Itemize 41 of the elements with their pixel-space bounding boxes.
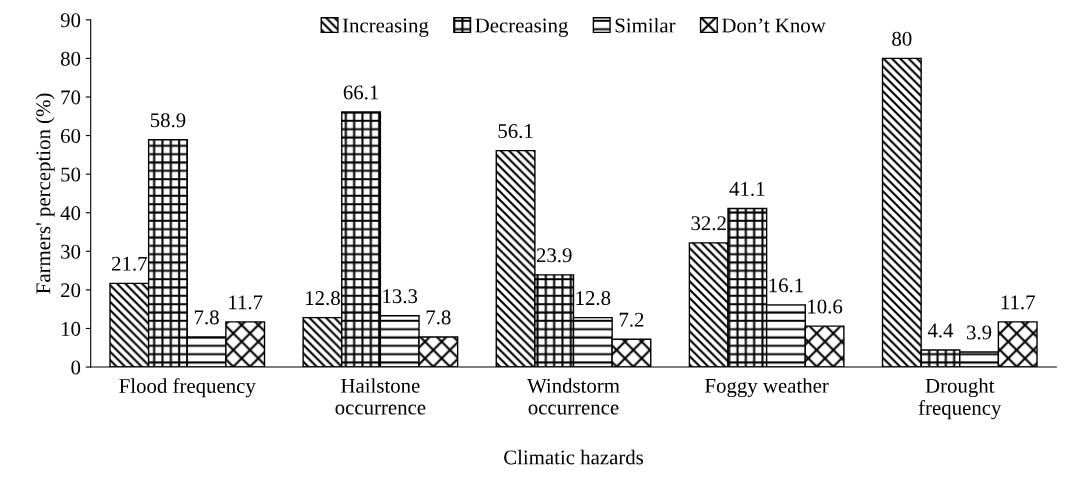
y-tick-label: 30: [61, 244, 81, 259]
data-label: 4.4: [927, 323, 954, 338]
data-label: 58.9: [150, 113, 186, 128]
y-tick-label: 20: [61, 283, 81, 298]
data-label: 13.3: [383, 289, 418, 304]
x-axis-title: Climatic hazards: [504, 449, 644, 465]
data-label: 12.8: [306, 291, 340, 306]
data-label: 11.7: [1001, 295, 1035, 310]
data-label: 16.1: [769, 278, 803, 293]
y-axis-title: Farmers' perception (%): [35, 93, 55, 294]
y-tick-label: 90: [60, 13, 81, 28]
data-label: 12.8: [576, 291, 611, 306]
data-label: 56.1: [498, 124, 533, 139]
x-tick-label: Flood frequency: [119, 378, 256, 398]
data-label: 10.6: [808, 299, 843, 314]
data-label: 32.2: [691, 216, 726, 231]
x-tick-label: Drought frequency: [918, 378, 1002, 420]
x-tick-label: Foggy weather: [705, 378, 829, 398]
data-label: 41.1: [729, 181, 765, 197]
data-label: 3.9: [967, 325, 992, 340]
data-label: 23.9: [536, 248, 572, 263]
y-tick-label: 10: [61, 321, 81, 336]
data-label: 80: [892, 31, 912, 46]
data-label: 21.7: [112, 256, 147, 271]
y-tick-label: 70: [61, 90, 81, 105]
x-tick-label: Windstorm occurrence: [527, 378, 620, 415]
legend-label: Similar: [615, 17, 676, 33]
y-tick-label: 0: [71, 360, 81, 375]
data-label: 7.2: [619, 312, 644, 327]
y-tick-label: 40: [60, 206, 81, 221]
y-tick-label: 80: [60, 51, 81, 66]
x-tick-label: Hailstone occurrence: [335, 378, 426, 415]
data-label: 7.8: [194, 310, 219, 325]
legend-label: Don’t Know: [722, 18, 826, 33]
data-label: 7.8: [426, 310, 451, 325]
y-tick-label: 60: [61, 128, 81, 144]
legend-label: Increasing: [342, 18, 429, 37]
y-tick-label: 50: [61, 167, 81, 182]
data-label: 66.1: [343, 85, 379, 100]
legend-label: Decreasing: [475, 18, 568, 37]
data-label: 11.7: [229, 295, 263, 310]
